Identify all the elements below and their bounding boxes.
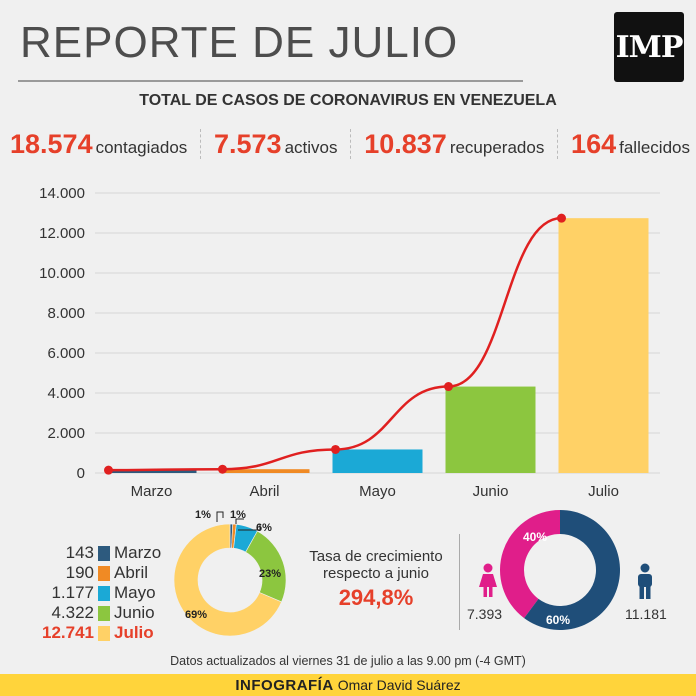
y-tick-label: 14.000 xyxy=(39,185,85,202)
legend-value: 1.177 xyxy=(51,583,94,602)
legend-swatch xyxy=(98,545,110,561)
female-percent-label: 40% xyxy=(523,530,547,544)
stats-row: 18.574 contagiados 7.573 activos 10.837 … xyxy=(10,124,690,164)
y-tick-label: 6.000 xyxy=(47,345,85,362)
female-icon xyxy=(479,563,497,597)
donut-percent-label: 1% xyxy=(195,509,211,521)
stat-activos: 7.573 activos xyxy=(214,129,338,160)
y-tick-label: 8.000 xyxy=(47,305,85,322)
donut-slice-male xyxy=(524,510,620,630)
leader-line xyxy=(235,518,244,524)
stat-value: 7.573 xyxy=(214,128,282,159)
male-count: 11.181 xyxy=(625,606,667,622)
legend-label: Marzo xyxy=(114,543,162,562)
trend-point xyxy=(218,464,227,474)
stat-label: contagiados xyxy=(95,137,188,157)
credit-author: Omar David Suárez xyxy=(337,677,461,693)
footnote: Datos actualizados al viernes 31 de juli… xyxy=(170,654,526,668)
trend-point xyxy=(557,213,566,223)
stat-recuperados: 10.837 recuperados xyxy=(364,129,544,160)
legend-item-marzo: 143 Marzo xyxy=(28,543,168,563)
section-divider xyxy=(459,534,460,630)
bar-mayo xyxy=(332,449,423,473)
stat-value: 164 xyxy=(571,128,617,159)
y-tick-label: 12.000 xyxy=(39,225,85,242)
trend-point xyxy=(331,444,340,454)
trend-point xyxy=(444,382,453,392)
stat-label: activos xyxy=(284,137,338,157)
growth-value: 294,8% xyxy=(338,585,414,610)
y-tick-label: 4.000 xyxy=(47,385,85,402)
x-tick-label: Junio xyxy=(473,483,509,500)
y-tick-label: 0 xyxy=(77,465,85,482)
bar-abril xyxy=(219,469,310,473)
x-tick-label: Abril xyxy=(249,483,279,500)
legend-item-mayo: 1.177 Mayo xyxy=(28,583,168,603)
male-icon xyxy=(638,563,652,599)
stat-fallecidos: 164 fallecidos xyxy=(571,129,690,160)
monthly-cases-chart: 0 2.000 4.000 6.000 8.000 10.000 12.000 14.000 M… xyxy=(39,185,660,500)
leader-line xyxy=(238,524,261,531)
trend-line xyxy=(108,216,562,472)
title-divider xyxy=(18,80,523,82)
stat-label: recuperados xyxy=(449,137,545,157)
donut-percent-label: 6% xyxy=(256,522,272,534)
legend-swatch xyxy=(98,625,110,641)
y-tick-label: 2.000 xyxy=(47,425,85,442)
donut-slice-junio xyxy=(245,530,287,603)
page-title: REPORTE DE JULIO xyxy=(20,18,459,67)
male-percent-label: 60% xyxy=(546,613,570,627)
month-legend: 143 Marzo 190 Abril 1.177 Mayo 4.322 Jun… xyxy=(28,543,168,643)
donut-percent-label: 23% xyxy=(259,568,281,580)
subtitle: TOTAL DE CASOS DE CORONAVIRUS EN VENEZUE… xyxy=(139,92,557,109)
credit-label: INFOGRAFÍA xyxy=(235,676,334,694)
stat-value: 10.837 xyxy=(364,128,447,159)
growth-label-2: respecto a junio xyxy=(323,565,429,582)
legend-item-julio: 12.741 Julio xyxy=(28,623,168,643)
stat-separator xyxy=(200,129,202,159)
stat-contagiados: 18.574 contagiados xyxy=(10,129,187,160)
growth-rate: Tasa de crecimiento respecto a junio 294… xyxy=(296,548,456,611)
leader-line xyxy=(216,511,224,522)
legend-value: 12.741 xyxy=(42,623,94,642)
legend-item-abril: 190 Abril xyxy=(28,563,168,583)
bar-julio xyxy=(558,218,649,473)
stat-value: 18.574 xyxy=(10,128,93,159)
stat-label: fallecidos xyxy=(619,137,690,157)
legend-label: Abril xyxy=(114,563,149,582)
donut-percent-label: 1% xyxy=(230,509,246,521)
bar-junio xyxy=(445,386,536,473)
donut-slice-julio xyxy=(173,523,282,637)
growth-label-1: Tasa de crecimiento xyxy=(309,548,443,565)
x-tick-label: Julio xyxy=(588,483,619,500)
x-tick-label: Marzo xyxy=(131,483,173,500)
trend-point xyxy=(104,465,113,475)
female-count: 7.393 xyxy=(467,606,503,622)
x-tick-label: Mayo xyxy=(359,483,396,500)
legend-label: Julio xyxy=(114,623,154,642)
bar-marzo xyxy=(106,470,197,473)
legend-value: 4.322 xyxy=(51,603,94,622)
donut-percent-label: 69% xyxy=(185,609,207,621)
imp-logo: IMP xyxy=(614,12,684,82)
credit-bar: INFOGRAFÍA Omar David Suárez xyxy=(0,674,696,696)
legend-item-junio: 4.322 Junio xyxy=(28,603,168,623)
gender-donut: 40% 60% xyxy=(500,510,620,630)
legend-swatch xyxy=(98,605,110,621)
stat-separator xyxy=(557,129,559,159)
legend-swatch xyxy=(98,585,110,601)
legend-label: Junio xyxy=(114,603,155,622)
legend-value: 143 xyxy=(65,543,94,562)
legend-label: Mayo xyxy=(114,583,156,602)
donut-slice-female xyxy=(500,510,560,619)
legend-swatch xyxy=(98,565,110,581)
monthly-share-donut: 1% 1% 6% 23% 69% xyxy=(173,509,287,637)
legend-value: 190 xyxy=(65,563,94,582)
stat-separator xyxy=(350,129,352,159)
y-tick-label: 10.000 xyxy=(39,265,85,282)
